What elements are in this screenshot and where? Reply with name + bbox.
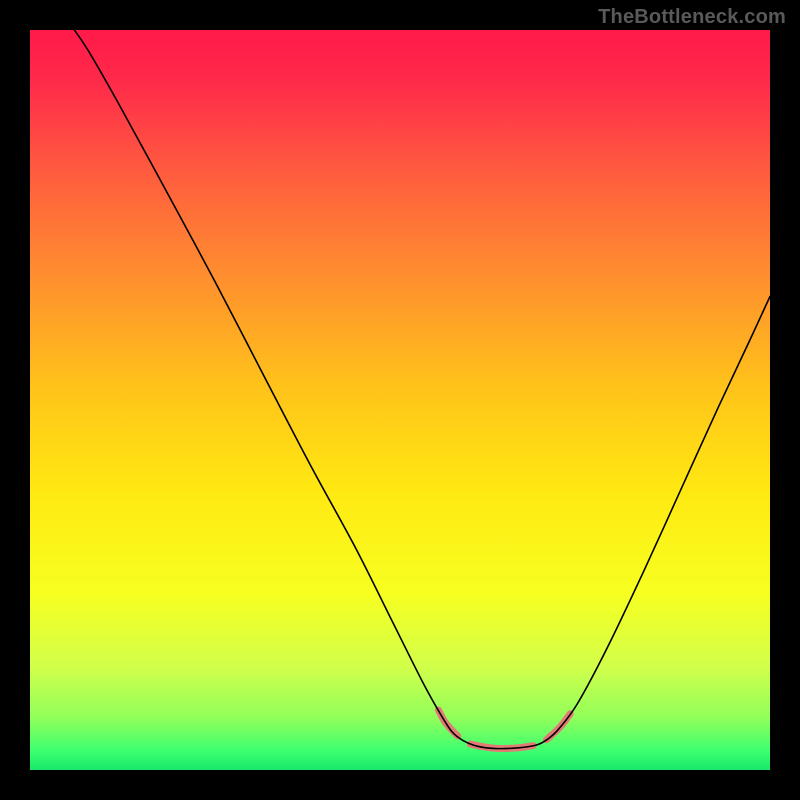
image-root: TheBottleneck.com: [0, 0, 800, 800]
gradient-background: [30, 30, 770, 770]
chart-area: [30, 30, 770, 770]
watermark-text: TheBottleneck.com: [598, 6, 786, 29]
chart-svg: [30, 30, 770, 770]
